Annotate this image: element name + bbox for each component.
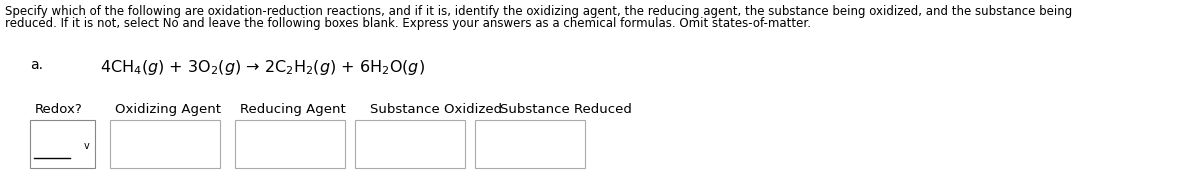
Text: Substance Reduced: Substance Reduced [500, 103, 632, 116]
FancyBboxPatch shape [355, 120, 466, 168]
Text: a.: a. [30, 58, 43, 72]
FancyBboxPatch shape [110, 120, 220, 168]
Text: reduced. If it is not, select No and leave the following boxes blank. Express yo: reduced. If it is not, select No and lea… [5, 17, 811, 30]
Text: v: v [84, 141, 90, 151]
Text: Specify which of the following are oxidation-reduction reactions, and if it is, : Specify which of the following are oxida… [5, 5, 1073, 18]
Text: Substance Oxidized: Substance Oxidized [370, 103, 502, 116]
Text: 4CH$_4$($g$) + 3O$_2$($g$) → 2C$_2$H$_2$($g$) + 6H$_2$O($g$): 4CH$_4$($g$) + 3O$_2$($g$) → 2C$_2$H$_2$… [100, 58, 425, 77]
FancyBboxPatch shape [475, 120, 586, 168]
Text: Redox?: Redox? [35, 103, 83, 116]
FancyBboxPatch shape [235, 120, 346, 168]
Text: Oxidizing Agent: Oxidizing Agent [115, 103, 221, 116]
Text: Reducing Agent: Reducing Agent [240, 103, 346, 116]
FancyBboxPatch shape [30, 120, 95, 168]
